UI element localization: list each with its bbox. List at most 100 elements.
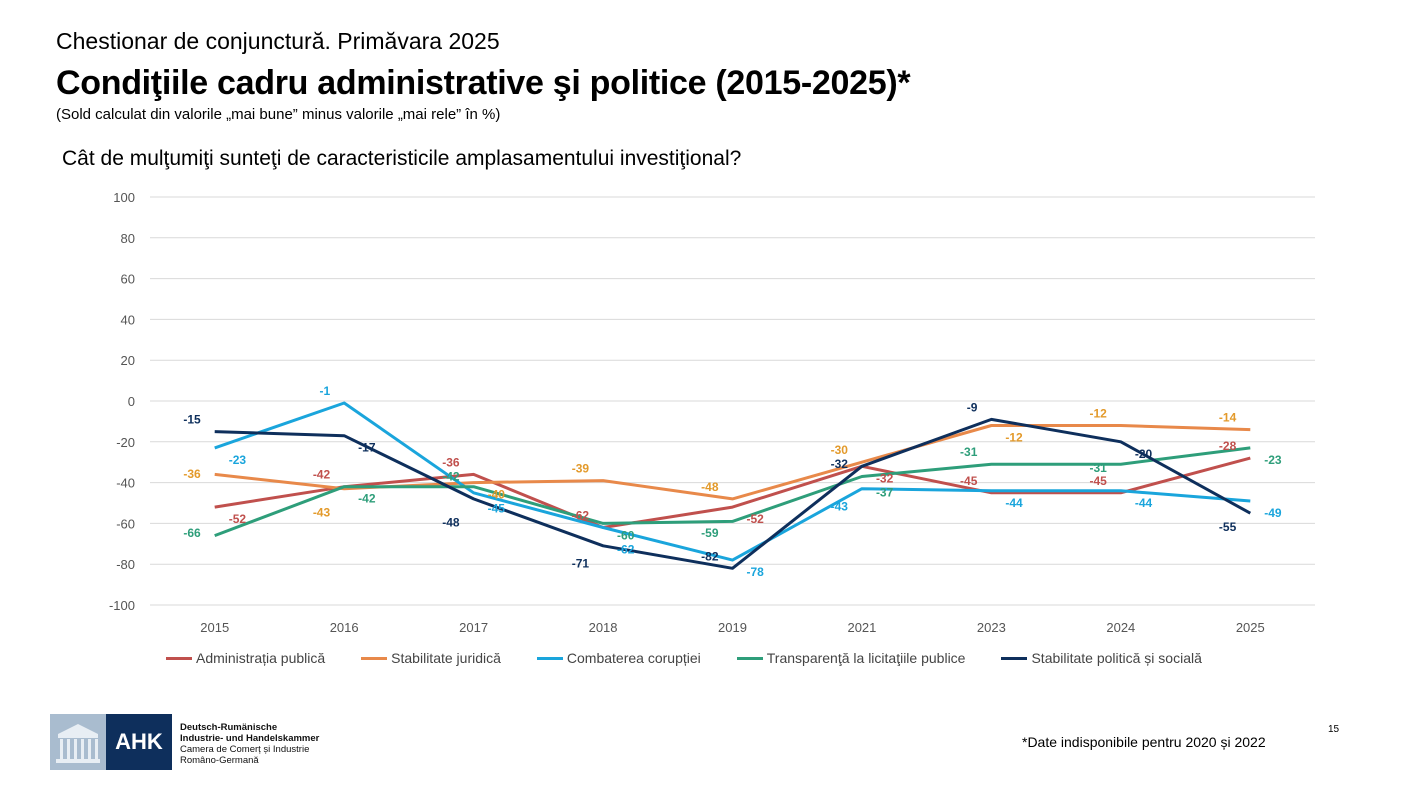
y-tick-label: 100 — [113, 190, 135, 205]
y-tick-label: 0 — [128, 394, 135, 409]
data-label: -14 — [1219, 411, 1237, 425]
logo-line: Industrie- und Handelskammer — [180, 733, 320, 744]
data-label: -48 — [442, 516, 460, 530]
data-label: -30 — [831, 443, 849, 457]
data-label: -49 — [1264, 506, 1282, 520]
logo-mark: AHK — [106, 714, 172, 770]
data-label: -36 — [183, 467, 201, 481]
legend-item-stabilitate-juridica: Stabilitate juridică — [361, 650, 501, 666]
legend-swatch — [361, 656, 388, 660]
subtitle: (Sold calculat din valorile „mai bune” m… — [56, 106, 501, 123]
data-label: -55 — [1219, 520, 1237, 534]
data-label: -43 — [831, 499, 849, 513]
data-label: -12 — [1089, 406, 1107, 420]
y-tick-label: 20 — [121, 353, 135, 368]
logo-line: Camera de Comerț și Industrie — [180, 744, 310, 755]
legend-label: Transparenţă la licitaţiile publice — [766, 650, 966, 666]
data-label: -31 — [960, 445, 978, 459]
chart-legend: Administrația publică Stabilitate juridi… — [166, 650, 1202, 666]
data-label: -48 — [701, 480, 719, 494]
legend-item-transparenta: Transparenţă la licitaţiile publice — [736, 650, 966, 666]
legend-swatch — [166, 656, 192, 660]
y-tick-label: -40 — [116, 476, 135, 491]
data-label: -12 — [1005, 430, 1023, 444]
legend-label: Stabilitate juridică — [391, 650, 501, 666]
data-label: -23 — [229, 453, 247, 467]
x-tick-label: 2021 — [847, 620, 876, 635]
y-tick-label: -20 — [116, 435, 135, 450]
data-label: -62 — [572, 508, 590, 522]
data-label: -44 — [1005, 496, 1023, 510]
logo-line: Deutsch-Rumänische — [180, 722, 278, 733]
series-line — [214, 456, 1251, 529]
data-label: -42 — [358, 492, 376, 506]
data-label: -42 — [313, 468, 331, 482]
data-label: -20 — [1135, 447, 1153, 461]
data-label: -40 — [488, 488, 506, 502]
data-label: -15 — [183, 413, 201, 427]
page-title: Condiţiile cadru administrative şi polit… — [56, 64, 911, 102]
data-label: -42 — [442, 469, 460, 483]
data-label: -62 — [617, 542, 635, 556]
series-line — [214, 401, 1251, 562]
footnote: *Date indisponibile pentru 2020 și 2022 — [1022, 734, 1266, 750]
line-chart: 100 80 60 40 20 0 -20 -40 -60 -80 -100 2015 2016 2017… — [109, 190, 1315, 635]
y-tick-label: 60 — [121, 272, 135, 287]
series-line — [214, 417, 1252, 570]
x-tick-label: 2015 — [200, 620, 229, 635]
y-tick-label: 80 — [121, 231, 135, 246]
x-tick-label: 2016 — [330, 620, 359, 635]
data-label: -52 — [747, 512, 765, 526]
x-tick-label: 2023 — [977, 620, 1006, 635]
data-label: -59 — [701, 526, 719, 540]
data-label: -45 — [1089, 474, 1107, 488]
legend-swatch — [536, 656, 563, 660]
x-tick-label: 2025 — [1236, 620, 1265, 635]
legend-swatch — [1001, 656, 1028, 660]
data-label: -17 — [358, 441, 376, 455]
data-label: -31 — [1089, 461, 1107, 475]
data-label: -45 — [488, 502, 506, 516]
data-label: -23 — [1264, 453, 1282, 467]
data-label: -32 — [876, 471, 894, 485]
data-label: -71 — [572, 556, 590, 570]
page-number: 15 — [1328, 724, 1340, 735]
series-line — [214, 446, 1251, 538]
building-icon — [50, 714, 106, 770]
legend-label: Administrația publică — [196, 650, 326, 666]
data-label: -82 — [701, 549, 719, 563]
legend-label: Stabilitate politică și socială — [1031, 650, 1202, 666]
legend-item-stabilitate-politica: Stabilitate politică și socială — [1001, 650, 1202, 666]
logo-text: Deutsch-Rumänische Industrie- und Handel… — [180, 714, 319, 770]
x-tick-label: 2018 — [589, 620, 618, 635]
logo-line: Româno-Germană — [180, 755, 259, 766]
data-label: -32 — [831, 457, 849, 471]
legend-label: Combaterea corupției — [566, 650, 701, 666]
x-tick-label: 2024 — [1106, 620, 1135, 635]
data-label: -37 — [876, 485, 894, 499]
y-tick-label: -80 — [116, 557, 135, 572]
data-label: -52 — [229, 512, 247, 526]
data-label: -60 — [617, 528, 635, 542]
data-label: -9 — [967, 400, 978, 414]
y-tick-label: -100 — [109, 598, 135, 613]
legend-item-combaterea-coruptiei: Combaterea corupției — [536, 650, 701, 666]
supertitle: Chestionar de conjunctură. Primăvara 202… — [56, 28, 500, 54]
data-label: -66 — [183, 526, 201, 540]
x-tick-label: 2017 — [459, 620, 488, 635]
legend-swatch — [736, 656, 763, 660]
data-label: -1 — [319, 384, 330, 398]
x-tick-label: 2019 — [718, 620, 747, 635]
chart-question: Cât de mulţumiţi sunteţi de caracteristi… — [62, 147, 742, 170]
data-label: -44 — [1135, 496, 1153, 510]
data-label: -78 — [747, 565, 765, 579]
ahk-logo: AHK Deutsch-Rumänische Industrie- und Ha… — [50, 714, 319, 770]
data-label: -28 — [1219, 439, 1237, 453]
data-label: -45 — [960, 474, 978, 488]
y-tick-label: -60 — [116, 516, 135, 531]
legend-item-administratia: Administrația publică — [166, 650, 325, 666]
data-label: -39 — [572, 462, 590, 476]
data-label: -43 — [313, 506, 331, 520]
y-tick-label: 40 — [121, 312, 135, 327]
data-label: -36 — [442, 455, 460, 469]
